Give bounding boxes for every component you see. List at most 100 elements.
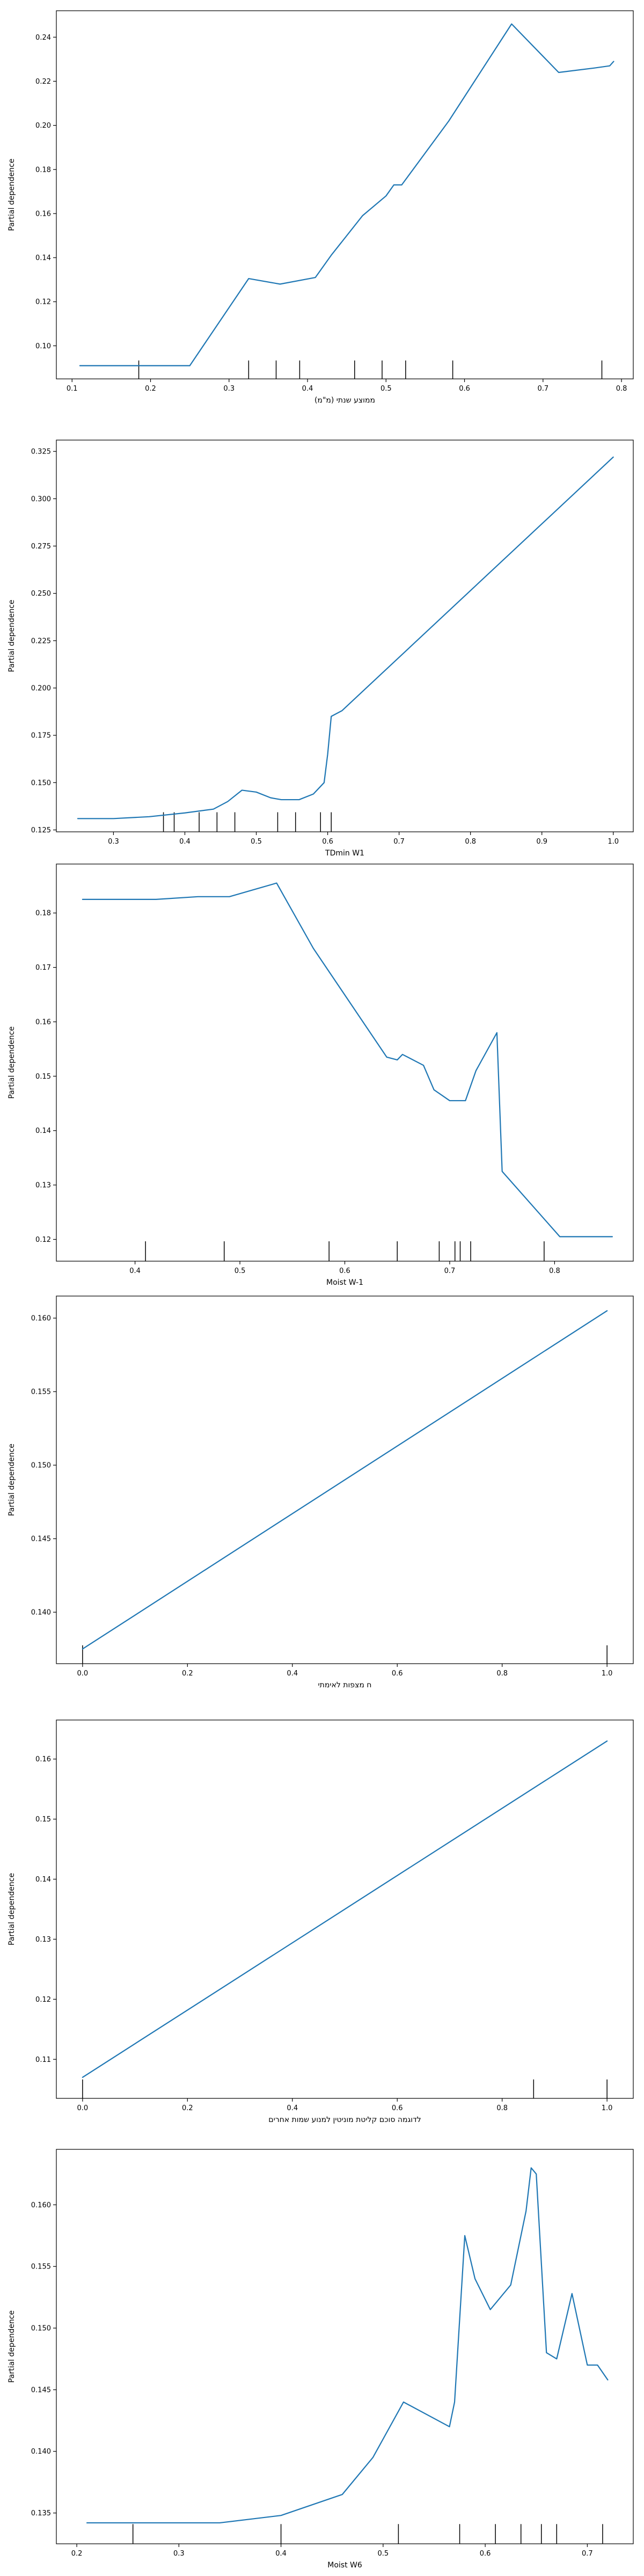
y-tick-label: 0.250: [31, 590, 51, 598]
x-axis-label: Moist W-1: [326, 1278, 363, 1287]
x-tick-label: 0.8: [465, 838, 476, 846]
y-tick-label: 0.16: [35, 210, 51, 218]
x-tick-label: 0.6: [459, 385, 470, 393]
x-tick-label: 0.2: [182, 1670, 193, 1678]
y-tick-label: 0.14: [35, 1127, 51, 1135]
x-tick-label: 0.2: [71, 2550, 83, 2558]
y-tick-label: 0.160: [31, 2201, 51, 2209]
x-tick-label: 1.0: [602, 1670, 613, 1678]
x-tick-label: 0.0: [77, 1670, 89, 1678]
x-tick-label: 1.0: [608, 838, 619, 846]
y-tick-label: 0.24: [35, 34, 51, 42]
y-tick-label: 0.10: [35, 342, 51, 350]
x-tick-label: 0.3: [173, 2550, 185, 2558]
y-tick-label: 0.145: [31, 2386, 51, 2394]
x-tick-label: 0.9: [536, 838, 547, 846]
y-tick-label: 0.160: [31, 1315, 51, 1323]
x-axis-label: ח מצפות לאימתי: [318, 1681, 372, 1689]
y-tick-label: 0.150: [31, 779, 51, 787]
x-tick-label: 0.6: [392, 1670, 403, 1678]
y-axis-label: Partial dependence: [8, 158, 16, 231]
x-tick-label: 0.7: [582, 2550, 593, 2558]
y-tick-label: 0.125: [31, 826, 51, 835]
x-tick-label: 0.3: [108, 838, 119, 846]
y-tick-label: 0.17: [35, 964, 51, 972]
pd-series-line: [77, 456, 614, 819]
x-axis-label: TDmin W1: [325, 849, 364, 858]
y-tick-label: 0.20: [35, 122, 51, 130]
pd-chart-6: 0.2 0.3 0.4 0.5 0.6 0.7 0.135 0.140 0.145 0.150 0.…: [8, 2149, 634, 2570]
x-tick-label: 0.3: [223, 385, 235, 393]
pd-chart-3: 0.4 0.5 0.6 0.7 0.8 0.12 0.13 0.14 0.15 0.16 0.17 0…: [8, 863, 634, 1287]
x-axis-label: ממוצע שנתי (מ"מ): [314, 396, 375, 405]
x-tick-label: 0.6: [392, 2104, 403, 2112]
x-tick-label: 0.4: [275, 2550, 287, 2558]
x-tick-label: 0.1: [67, 385, 78, 393]
y-tick-label: 0.300: [31, 495, 51, 503]
pd-chart-4: 0.0 0.2 0.4 0.6 0.8 1.0 0.140 0.145 0.150 0.155 0.…: [8, 1296, 634, 1689]
y-tick-label: 0.12: [35, 1996, 51, 2004]
y-tick-label: 0.140: [31, 2448, 51, 2456]
y-tick-label: 0.11: [35, 2056, 51, 2064]
x-tick-label: 0.8: [496, 2104, 508, 2112]
y-tick-label: 0.13: [35, 1936, 51, 1944]
y-axis-label: Partial dependence: [8, 599, 16, 672]
y-tick-label: 0.150: [31, 1462, 51, 1470]
pd-series-line: [82, 882, 613, 1238]
y-tick-label: 0.14: [35, 1876, 51, 1884]
y-tick-label: 0.140: [31, 1609, 51, 1617]
x-axis-label: לדוגמה סוכם קליטת מוניטין למנוע שמות אחר…: [268, 2116, 421, 2124]
y-tick-label: 0.150: [31, 2325, 51, 2333]
x-tick-label: 0.7: [393, 838, 405, 846]
x-tick-label: 0.4: [179, 838, 191, 846]
x-tick-label: 0.0: [77, 2104, 89, 2112]
y-tick-label: 0.18: [35, 910, 51, 918]
y-tick-label: 0.18: [35, 166, 51, 174]
y-tick-label: 0.135: [31, 2509, 51, 2518]
y-tick-label: 0.13: [35, 1182, 51, 1190]
y-axis-label: Partial dependence: [8, 1873, 16, 1945]
x-tick-label: 0.5: [251, 838, 262, 846]
y-axis-label: Partial dependence: [8, 1444, 16, 1516]
pd-series-line: [82, 1310, 608, 1650]
axes-frame: [56, 2149, 634, 2544]
y-tick-label: 0.15: [35, 1816, 51, 1824]
pd-series-line: [86, 2167, 609, 2524]
x-tick-label: 0.5: [235, 1267, 246, 1275]
y-tick-label: 0.155: [31, 1388, 51, 1396]
x-axis-label: Moist W6: [327, 2561, 362, 2570]
axes-frame: [56, 1719, 634, 2099]
pd-series-line: [79, 23, 614, 367]
y-axis-label: Partial dependence: [8, 2310, 16, 2383]
x-tick-label: 0.4: [287, 1670, 298, 1678]
x-tick-label: 0.7: [444, 1267, 456, 1275]
pd-chart-5: 0.0 0.2 0.4 0.6 0.8 1.0 0.11 0.12 0.13 0.14 0.15 0.…: [8, 1719, 634, 2124]
axes-frame: [56, 863, 634, 1262]
x-tick-label: 0.6: [339, 1267, 350, 1275]
y-tick-label: 0.16: [35, 1018, 51, 1026]
x-tick-label: 0.7: [537, 385, 548, 393]
y-tick-label: 0.175: [31, 732, 51, 740]
x-tick-label: 0.6: [480, 2550, 491, 2558]
y-tick-label: 0.15: [35, 1073, 51, 1081]
x-tick-label: 0.6: [322, 838, 333, 846]
x-tick-label: 0.4: [287, 2104, 298, 2112]
y-tick-label: 0.145: [31, 1535, 51, 1543]
x-tick-label: 0.2: [182, 2104, 193, 2112]
x-tick-label: 0.4: [129, 1267, 141, 1275]
x-tick-label: 1.0: [602, 2104, 613, 2112]
y-tick-label: 0.200: [31, 684, 51, 692]
x-tick-label: 0.8: [616, 385, 627, 393]
y-tick-label: 0.14: [35, 254, 51, 262]
y-tick-label: 0.12: [35, 1236, 51, 1244]
pd-series-line: [82, 1740, 608, 2078]
y-tick-label: 0.12: [35, 298, 51, 306]
y-tick-label: 0.155: [31, 2263, 51, 2271]
x-tick-label: 0.4: [302, 385, 313, 393]
x-tick-label: 0.8: [496, 1670, 508, 1678]
pd-chart-2: 0.3 0.4 0.5 0.6 0.7 0.8 0.9 1.0 0.125 0.150 0.175 0…: [8, 440, 634, 858]
axes-frame: [56, 440, 634, 832]
x-tick-label: 0.5: [378, 2550, 389, 2558]
y-tick-label: 0.275: [31, 543, 51, 551]
